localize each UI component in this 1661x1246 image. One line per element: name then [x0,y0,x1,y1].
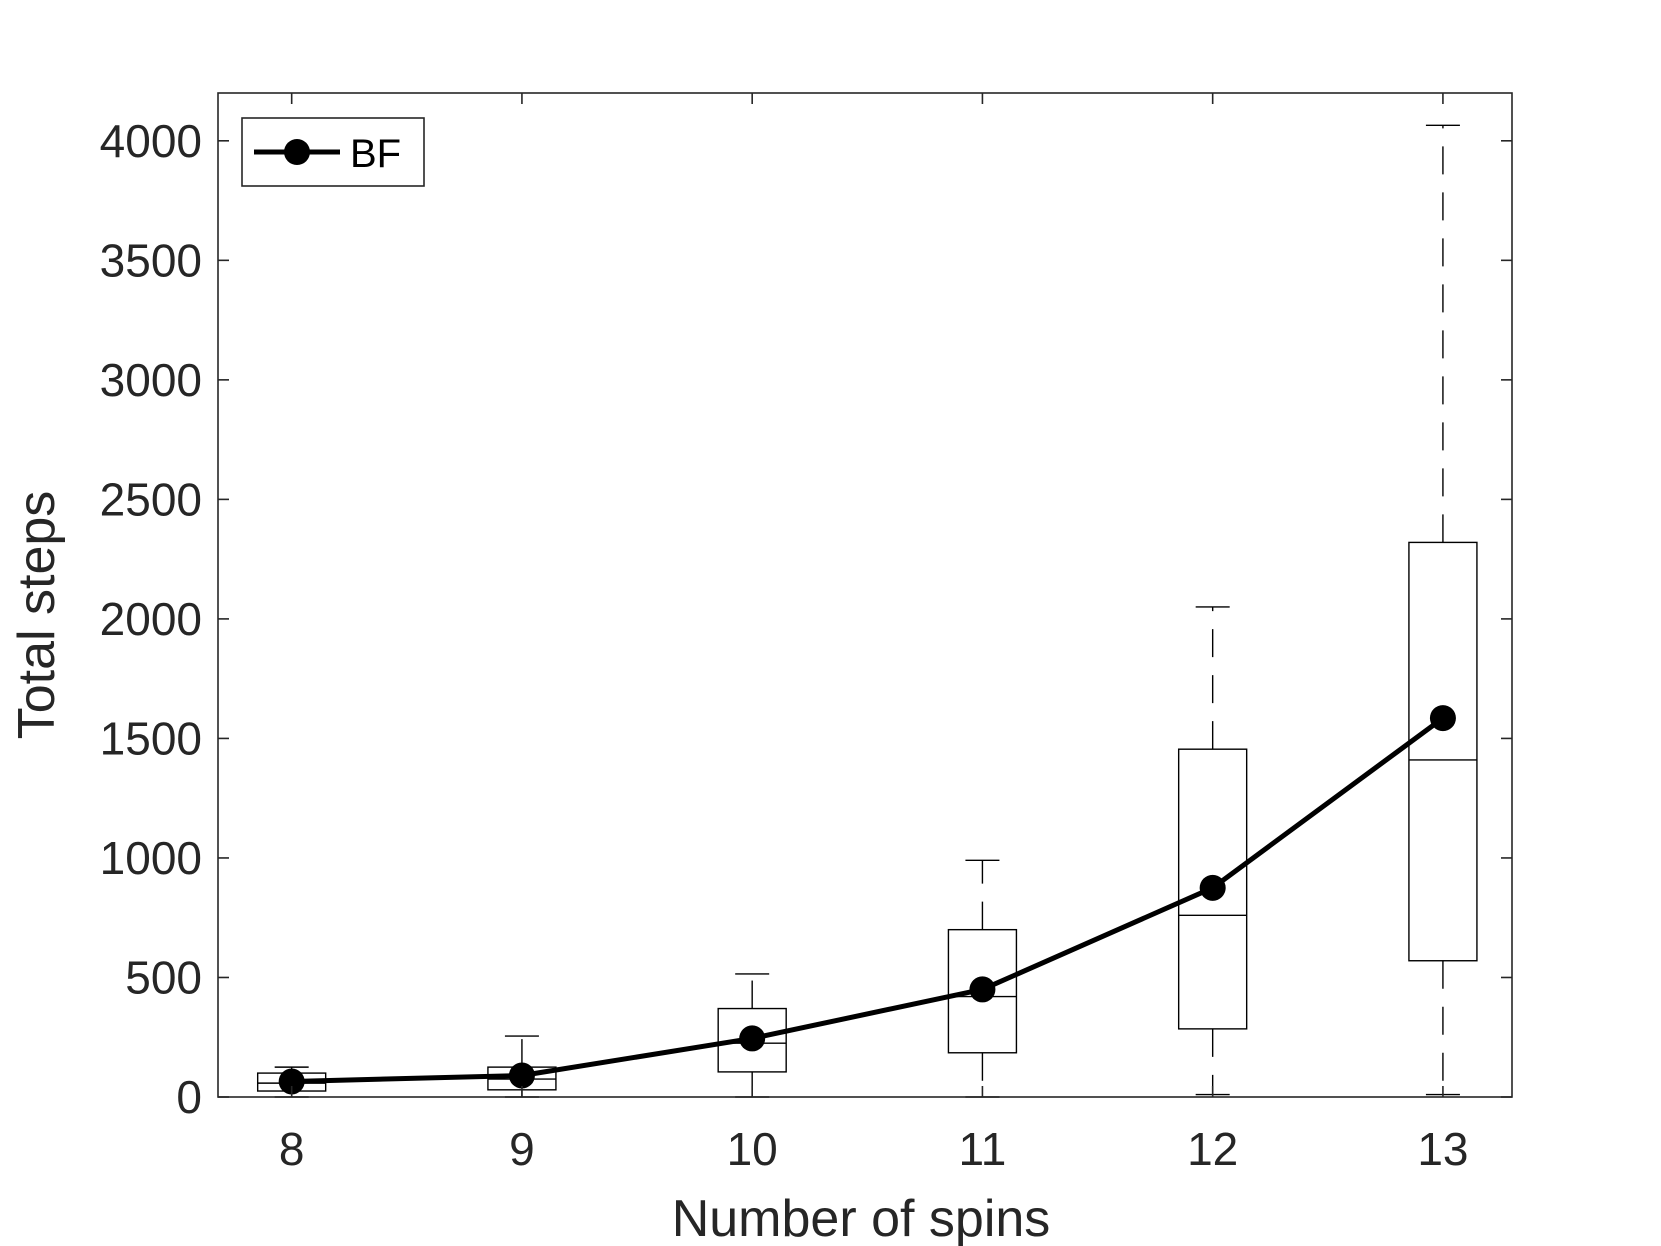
box [947,928,1018,1054]
y-tick-label: 1000 [100,832,202,884]
box [1177,748,1248,1030]
box [717,1007,787,1073]
data-point [508,1062,535,1089]
y-tick-label: 3500 [100,234,202,286]
y-tick-label: 2000 [100,593,202,645]
y-tick-label: 0 [176,1071,202,1123]
x-tick-label: 10 [727,1123,778,1175]
box-12 [1177,606,1248,1096]
x-tick-label: 9 [509,1123,535,1175]
y-axis-title: Total steps [8,491,66,740]
y-tick-label: 500 [125,951,202,1003]
data-point [969,976,996,1003]
ticks-layer: 0 500 1000 1500 2000 2500 3000 3500 4000 8 9 10 11 12… [100,93,1512,1175]
y-tick-label: 2500 [100,473,202,525]
y-tick-label: 4000 [100,115,202,167]
plot-frame [217,92,1513,1098]
x-tick-label: 11 [959,1123,1007,1175]
x-tick-label: 8 [279,1123,305,1175]
box [1408,541,1478,962]
series-layer [278,705,1456,1095]
x-tick-label: 12 [1187,1123,1238,1175]
series-line-bf [291,716,1445,1084]
legend: BF [241,117,425,187]
data-point [1429,705,1456,732]
boxplot-layer [256,124,1478,1098]
data-point [278,1068,305,1095]
legend-marker [284,139,310,165]
box-13 [1408,124,1478,1096]
axes [217,92,1513,1098]
x-tick-label: 13 [1417,1123,1468,1175]
y-tick-label: 3000 [100,354,202,406]
x-axis-title: Number of spins [672,1190,1051,1246]
data-point [1199,874,1226,901]
legend-label-bf: BF [350,132,401,176]
data-point [739,1025,766,1052]
y-tick-label: 1500 [100,712,202,764]
